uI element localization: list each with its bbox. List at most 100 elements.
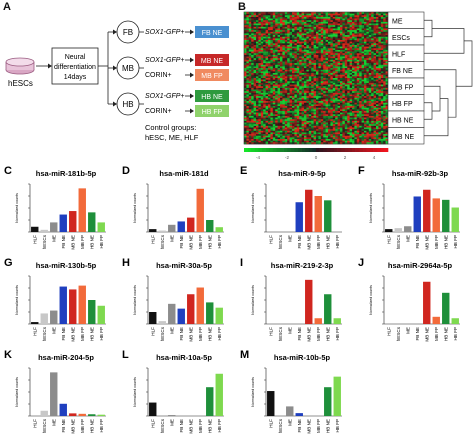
- heatmap-row-label: HB FP: [392, 101, 413, 108]
- colorbar-segment: [341, 148, 345, 152]
- bar-hb-ne: [88, 212, 95, 232]
- bar-hb-ne: [324, 200, 331, 232]
- colorbar-segment: [374, 148, 378, 152]
- colorbar-segment: [302, 148, 306, 152]
- colorbar-segment: [366, 148, 370, 152]
- colorbar-segment: [284, 148, 288, 152]
- colorbar-segment: [363, 148, 367, 152]
- x-tick-label: MB FP: [198, 235, 203, 249]
- x-tick-label: HLF: [32, 235, 37, 244]
- x-tick-label: HB FP: [335, 235, 340, 249]
- heatmap-row-label: ME: [392, 18, 403, 25]
- bar-mb-fp: [315, 196, 322, 232]
- dendrogram-branch: [424, 29, 464, 54]
- bar-hlf: [31, 227, 38, 232]
- x-tick-label: FB NE: [61, 235, 66, 249]
- dendrogram-branch: [424, 20, 432, 37]
- x-tick-label: HLF: [150, 235, 155, 244]
- colorbar-segment: [248, 148, 252, 152]
- colorbar-segment: [348, 148, 352, 152]
- bar-hescs: [41, 230, 48, 232]
- x-tick-label: FB NE: [179, 235, 184, 249]
- colorbar-segment: [298, 148, 302, 152]
- colorbar-segment: [327, 148, 331, 152]
- panel-letter: E: [240, 165, 247, 177]
- colorbar-segment: [294, 148, 298, 152]
- colorbar-segment: [244, 148, 248, 152]
- bar-fb-ne: [296, 202, 303, 232]
- bar-fb-ne: [60, 215, 67, 232]
- bar-mb-fp: [79, 188, 86, 232]
- chart-title: hsa-miR-92b-3p: [392, 169, 449, 178]
- colorbar-segment: [262, 148, 266, 152]
- bar-fb-ne: [178, 221, 185, 232]
- colorbar-tick: 0: [315, 155, 318, 160]
- bar-hlf: [149, 229, 156, 232]
- bar-hescs: [159, 231, 166, 232]
- colorbar-segment: [330, 148, 334, 152]
- colorbar-segment: [320, 148, 324, 152]
- colorbar-segment: [377, 148, 381, 152]
- panel-letter: D: [122, 165, 130, 177]
- bar-hescs: [395, 228, 402, 232]
- chart-title: hsa-miR-181b-5p: [36, 169, 97, 178]
- colorbar-segment: [305, 148, 309, 152]
- heatmap-row-label: HLF: [392, 51, 405, 58]
- colorbar-segment: [280, 148, 284, 152]
- colorbar-tick: -2: [285, 155, 289, 160]
- colorbar-segment: [345, 148, 349, 152]
- x-tick-label: hESCs: [278, 234, 283, 249]
- colorbar-segment: [251, 148, 255, 152]
- colorbar-segment: [352, 148, 356, 152]
- dendrogram-branch: [424, 103, 432, 120]
- x-tick-label: ME: [169, 235, 174, 242]
- y-axis-label: Normalized counts: [369, 193, 373, 223]
- colorbar-tick: 4: [373, 155, 376, 160]
- colorbar-segment: [356, 148, 360, 152]
- x-tick-label: MB NE: [70, 235, 75, 250]
- x-tick-label: hESCs: [160, 234, 165, 249]
- colorbar-segment: [338, 148, 342, 152]
- colorbar-segment: [255, 148, 259, 152]
- x-tick-label: ME: [287, 235, 292, 242]
- chart-title: hsa-miR-181d: [159, 169, 209, 178]
- heatmap-row-label: HB NE: [392, 117, 414, 124]
- colorbar-tick: 2: [344, 155, 347, 160]
- x-tick-label: FB NE: [297, 235, 302, 249]
- heatmap-cells: [244, 12, 388, 144]
- bar-mb-ne: [69, 211, 76, 232]
- colorbar-segment: [309, 148, 313, 152]
- x-tick-label: MB NE: [306, 235, 311, 250]
- colorbar-segment: [258, 148, 262, 152]
- x-tick-label: HB FP: [217, 235, 222, 249]
- x-tick-label: HB FP: [99, 235, 104, 249]
- colorbar-tick: -4: [256, 155, 260, 160]
- x-tick-label: HLF: [386, 235, 391, 244]
- bar-mb-fp: [197, 189, 204, 232]
- colorbar-segment: [359, 148, 363, 152]
- bar-me: [168, 225, 175, 232]
- x-tick-label: hESCs: [42, 234, 47, 249]
- colorbar-segment: [269, 148, 273, 152]
- colorbar-segment: [384, 148, 388, 152]
- colorbar-segment: [316, 148, 320, 152]
- x-tick-label: HB NE: [207, 235, 212, 249]
- x-tick-label: HB NE: [325, 235, 330, 249]
- x-tick-label: MB FP: [80, 235, 85, 249]
- x-tick-label: MB FP: [316, 235, 321, 249]
- colorbar-segment: [287, 148, 291, 152]
- chart-title: hsa-miR-9-5p: [278, 169, 326, 178]
- heatmap-row-label: MB FP: [392, 84, 414, 91]
- colorbar-segment: [370, 148, 374, 152]
- bar-hb-ne: [206, 220, 213, 232]
- colorbar-segment: [291, 148, 295, 152]
- bar-hb-fp: [216, 227, 223, 232]
- colorbar-segment: [266, 148, 270, 152]
- bar-hb-fp: [98, 222, 105, 232]
- colorbar-segment: [276, 148, 280, 152]
- bar-me: [50, 222, 57, 232]
